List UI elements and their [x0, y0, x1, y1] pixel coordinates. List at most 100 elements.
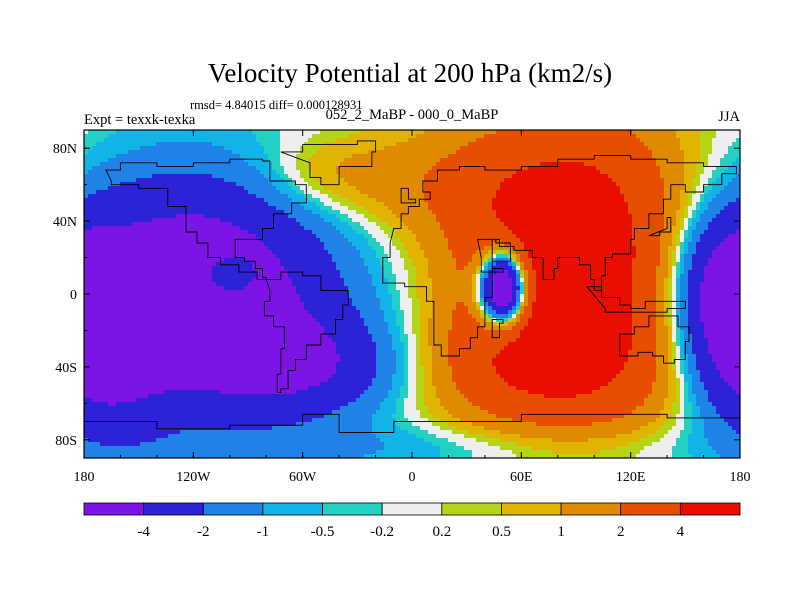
field-cell	[312, 186, 317, 191]
field-cell	[180, 242, 185, 247]
field-cell	[120, 178, 125, 183]
field-cell	[324, 198, 329, 203]
field-cell	[584, 202, 589, 207]
field-cell	[492, 138, 497, 143]
field-cell	[208, 246, 213, 251]
field-cell	[184, 238, 189, 243]
field-cell	[680, 238, 685, 243]
field-cell	[112, 238, 117, 243]
field-cell	[388, 130, 393, 135]
field-cell	[636, 170, 641, 175]
field-cell	[440, 162, 445, 167]
field-cell	[152, 134, 157, 139]
field-cell	[400, 174, 405, 179]
field-cell	[636, 198, 641, 203]
field-cell	[312, 250, 317, 255]
field-cell	[368, 218, 373, 223]
field-cell	[496, 194, 501, 199]
field-cell	[172, 250, 177, 255]
field-cell	[512, 238, 517, 243]
field-cell	[412, 198, 417, 203]
field-cell	[312, 174, 317, 179]
field-cell	[480, 230, 485, 235]
field-cell	[612, 210, 617, 215]
field-cell	[432, 142, 437, 147]
field-cell	[632, 198, 637, 203]
field-cell	[240, 190, 245, 195]
field-cell	[516, 190, 521, 195]
field-cell	[344, 250, 349, 255]
field-cell	[580, 218, 585, 223]
field-cell	[528, 146, 533, 151]
field-cell	[484, 202, 489, 207]
field-cell	[116, 158, 121, 163]
field-cell	[460, 230, 465, 235]
field-cell	[652, 170, 657, 175]
field-cell	[288, 190, 293, 195]
field-cell	[196, 226, 201, 231]
field-cell	[596, 210, 601, 215]
field-cell	[648, 138, 653, 143]
field-cell	[728, 214, 733, 219]
field-cell	[208, 250, 213, 255]
field-cell	[372, 174, 377, 179]
field-cell	[284, 170, 289, 175]
field-cell	[248, 202, 253, 207]
field-cell	[344, 242, 349, 247]
field-cell	[416, 170, 421, 175]
field-cell	[600, 206, 605, 211]
field-cell	[320, 250, 325, 255]
field-cell	[660, 134, 665, 139]
field-cell	[616, 174, 621, 179]
field-cell	[412, 206, 417, 211]
field-cell	[592, 222, 597, 227]
field-cell	[136, 194, 141, 199]
field-cell	[500, 174, 505, 179]
field-cell	[376, 170, 381, 175]
field-cell	[228, 174, 233, 179]
field-cell	[372, 250, 377, 255]
field-cell	[572, 230, 577, 235]
field-cell	[736, 142, 740, 147]
field-cell	[572, 182, 577, 187]
field-cell	[264, 234, 269, 239]
field-cell	[728, 162, 733, 167]
field-cell	[264, 214, 269, 219]
field-cell	[676, 142, 681, 147]
field-cell	[732, 178, 737, 183]
field-cell	[164, 198, 169, 203]
field-cell	[276, 150, 281, 155]
field-cell	[100, 142, 105, 147]
field-cell	[652, 202, 657, 207]
field-cell	[624, 206, 629, 211]
field-cell	[164, 190, 169, 195]
field-cell	[412, 158, 417, 163]
field-cell	[368, 166, 373, 171]
field-cell	[664, 142, 669, 147]
field-cell	[472, 150, 477, 155]
field-cell	[424, 246, 429, 251]
field-cell	[148, 218, 153, 223]
field-cell	[692, 158, 697, 163]
field-cell	[644, 182, 649, 187]
field-cell	[464, 186, 469, 191]
field-cell	[184, 250, 189, 255]
field-cell	[488, 134, 493, 139]
field-cell	[268, 194, 273, 199]
field-cell	[444, 130, 449, 135]
field-cell	[444, 158, 449, 163]
field-cell	[516, 218, 521, 223]
field-cell	[580, 134, 585, 139]
field-cell	[704, 246, 709, 251]
field-cell	[528, 134, 533, 139]
field-cell	[360, 150, 365, 155]
field-cell	[496, 190, 501, 195]
field-cell	[500, 230, 505, 235]
field-cell	[220, 134, 225, 139]
field-cell	[508, 190, 513, 195]
field-cell	[160, 218, 165, 223]
field-cell	[420, 178, 425, 183]
field-cell	[672, 150, 677, 155]
field-cell	[716, 174, 721, 179]
field-cell	[180, 170, 185, 175]
